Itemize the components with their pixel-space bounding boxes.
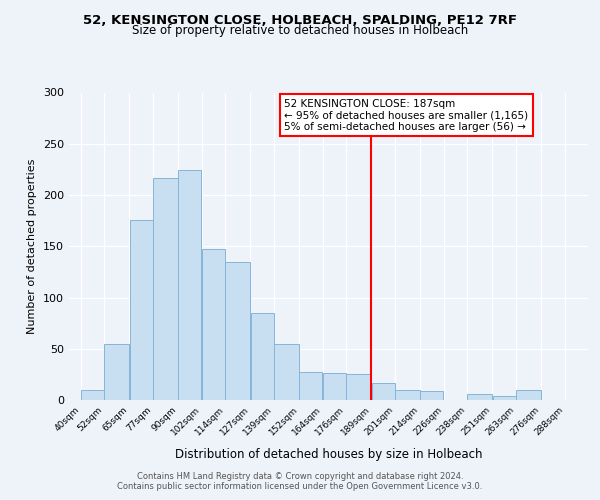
Bar (516, 390, 541, 400)
Bar (226, 262, 250, 400)
Bar (251, 313, 274, 400)
Bar (421, 391, 443, 400)
Bar (274, 344, 299, 400)
Bar (104, 344, 129, 400)
Bar (178, 170, 202, 400)
Bar (467, 394, 492, 400)
Bar (346, 374, 371, 400)
X-axis label: Distribution of detached houses by size in Holbeach: Distribution of detached houses by size … (175, 448, 482, 461)
Bar (299, 372, 322, 400)
Bar (323, 374, 346, 400)
Text: 52 KENSINGTON CLOSE: 187sqm
← 95% of detached houses are smaller (1,165)
5% of s: 52 KENSINGTON CLOSE: 187sqm ← 95% of det… (284, 98, 529, 132)
Bar (493, 396, 515, 400)
Bar (130, 220, 152, 400)
Text: 52, KENSINGTON CLOSE, HOLBEACH, SPALDING, PE12 7RF: 52, KENSINGTON CLOSE, HOLBEACH, SPALDING… (83, 14, 517, 27)
Bar (371, 382, 395, 400)
Bar (395, 390, 420, 400)
Text: Size of property relative to detached houses in Holbeach: Size of property relative to detached ho… (132, 24, 468, 37)
Bar (202, 250, 225, 400)
Y-axis label: Number of detached properties: Number of detached properties (28, 158, 37, 334)
Text: Contains HM Land Registry data © Crown copyright and database right 2024.: Contains HM Land Registry data © Crown c… (137, 472, 463, 481)
Bar (153, 178, 178, 400)
Bar (81, 390, 104, 400)
Text: Contains public sector information licensed under the Open Government Licence v3: Contains public sector information licen… (118, 482, 482, 491)
